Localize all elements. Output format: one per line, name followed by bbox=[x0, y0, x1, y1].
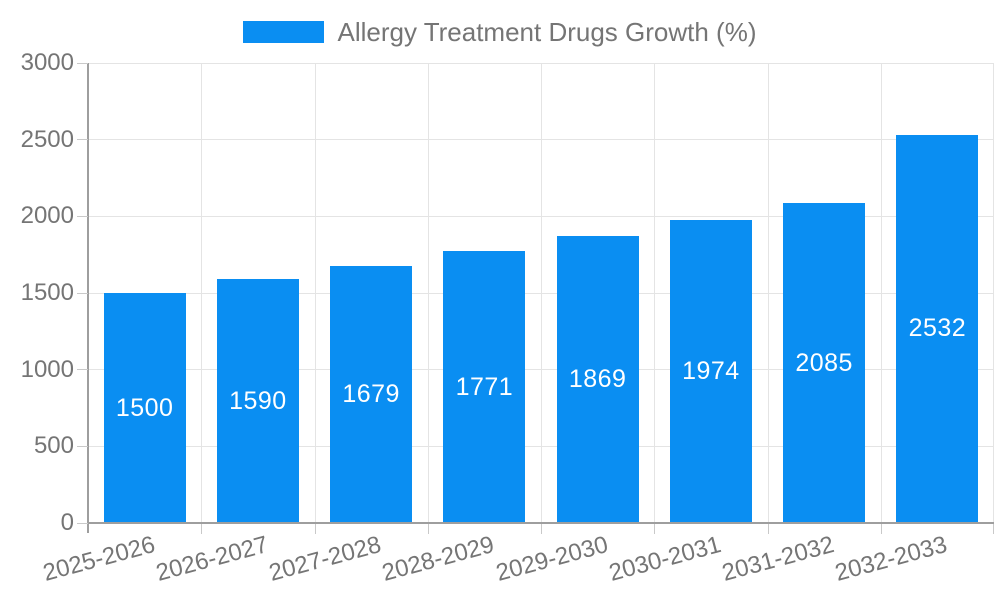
y-tick-mark bbox=[77, 215, 88, 217]
y-tick-label: 0 bbox=[60, 509, 74, 536]
bar[interactable]: 1869 bbox=[556, 236, 639, 523]
bar-value-label: 1869 bbox=[568, 365, 627, 394]
bar[interactable]: 1679 bbox=[330, 265, 413, 523]
gridline-vertical bbox=[541, 63, 542, 523]
bar-value-label: 1771 bbox=[455, 372, 514, 401]
x-tick-mark bbox=[767, 524, 769, 534]
gridline-vertical bbox=[314, 63, 316, 523]
bar[interactable]: 2085 bbox=[783, 203, 866, 523]
y-tick-mark bbox=[77, 62, 88, 64]
y-tick-label: 500 bbox=[33, 432, 74, 460]
legend-label: Allergy Treatment Drugs Growth (%) bbox=[337, 17, 757, 47]
y-tick-mark bbox=[77, 292, 88, 294]
gridline-vertical bbox=[201, 63, 203, 523]
y-tick-mark bbox=[77, 445, 88, 447]
bar[interactable]: 1500 bbox=[103, 293, 186, 523]
bar-value-label: 1679 bbox=[342, 379, 400, 408]
gridline-vertical bbox=[427, 63, 429, 523]
gridline-vertical bbox=[767, 63, 769, 523]
x-tick-mark bbox=[314, 524, 316, 534]
y-tick-mark bbox=[77, 139, 88, 141]
bar-value-label: 2532 bbox=[908, 314, 967, 343]
y-tick-mark bbox=[77, 522, 88, 524]
y-tick-label: 3000 bbox=[20, 49, 74, 76]
y-tick-label: 2000 bbox=[20, 202, 74, 230]
y-tick-label: 1000 bbox=[20, 355, 74, 383]
bar[interactable]: 1590 bbox=[216, 279, 299, 523]
gridline-vertical bbox=[993, 63, 994, 523]
x-tick-mark bbox=[541, 524, 542, 534]
x-axis-line bbox=[88, 522, 994, 524]
y-axis-line bbox=[87, 63, 89, 533]
y-tick-mark bbox=[77, 369, 88, 371]
bar[interactable]: 2532 bbox=[896, 134, 979, 523]
plot-area: 1500 1590 1679 1771 1869 1974 2085 2532 bbox=[88, 62, 994, 523]
x-tick-mark bbox=[427, 524, 429, 534]
x-tick-mark bbox=[201, 524, 203, 534]
legend-item[interactable]: Allergy Treatment Drugs Growth (%) bbox=[0, 18, 1000, 46]
y-tick-label: 2500 bbox=[20, 125, 74, 153]
y-tick-label: 1500 bbox=[20, 279, 74, 306]
legend-swatch bbox=[243, 21, 325, 43]
gridline-vertical bbox=[654, 63, 656, 523]
bar[interactable]: 1974 bbox=[669, 220, 752, 523]
x-tick-mark bbox=[880, 524, 882, 534]
bar-value-label: 1590 bbox=[229, 386, 287, 415]
x-tick-mark bbox=[993, 524, 994, 534]
bar-value-label: 2085 bbox=[795, 348, 853, 377]
x-tick-mark bbox=[654, 524, 656, 534]
gridline-vertical bbox=[880, 63, 882, 523]
bar-value-label: 1500 bbox=[115, 393, 174, 422]
bar[interactable]: 1771 bbox=[443, 251, 526, 523]
bar-value-label: 1974 bbox=[682, 357, 740, 386]
